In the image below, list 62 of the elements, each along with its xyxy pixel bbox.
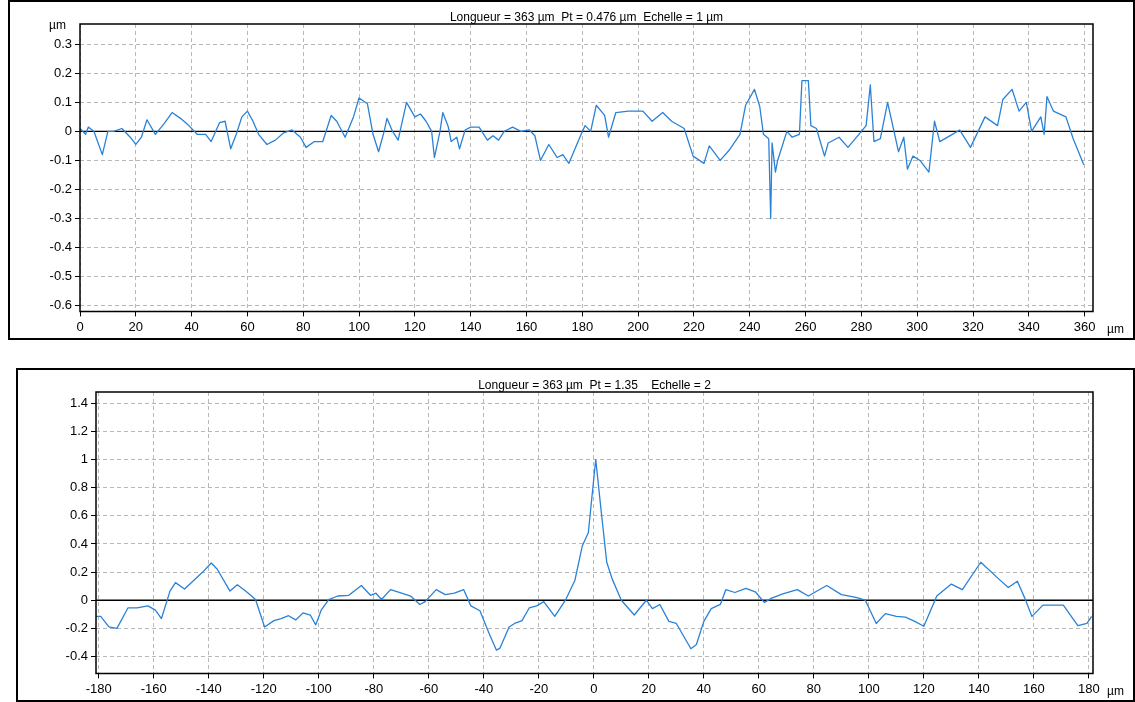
- y-tick-label: 1.4: [69, 394, 88, 410]
- x-tick-label: -140: [195, 680, 222, 696]
- x-tick-label: 60: [240, 318, 255, 334]
- y-tick-label: 0.2: [69, 563, 88, 579]
- x-tick-label: -40: [474, 680, 494, 696]
- x-tick-label: 20: [128, 318, 144, 334]
- x-tick-label: 160: [515, 318, 538, 334]
- y-tick-label: 0.3: [53, 35, 72, 51]
- y-tick-label: 0.1: [53, 93, 72, 109]
- x-tick-label: 80: [296, 318, 311, 334]
- x-tick-label: 140: [459, 318, 482, 334]
- x-tick-label: 140: [968, 680, 990, 696]
- x-tick-label: 300: [906, 318, 929, 334]
- x-tick-label: 320: [962, 318, 984, 334]
- y-tick-label: 1.2: [69, 422, 88, 438]
- x-tick-label: -80: [364, 680, 384, 696]
- x-tick-label: 100: [348, 318, 370, 334]
- y-tick-label: 0.4: [69, 535, 88, 551]
- x-tick-label: 60: [751, 680, 767, 696]
- x-tick-label: -120: [250, 680, 277, 696]
- y-tick-label: -0.4: [49, 239, 72, 255]
- y-tick-label: -0.2: [49, 181, 72, 197]
- x-tick-label: -60: [419, 680, 439, 696]
- y-tick-label: -0.4: [65, 648, 88, 664]
- y-tick-label: 0.2: [53, 64, 72, 80]
- y-tick-label: 1: [80, 451, 88, 467]
- x-tick-label: 180: [571, 318, 594, 334]
- x-tick-label: 100: [858, 680, 880, 696]
- x-tick-label: 80: [806, 680, 822, 696]
- y-tick-label: 0: [80, 591, 88, 607]
- x-tick-label: 120: [913, 680, 935, 696]
- x-tick-label: 280: [850, 318, 873, 334]
- x-tick-label: 0: [590, 680, 598, 696]
- y-tick-label: -0.6: [49, 297, 72, 313]
- x-tick-label: -100: [305, 680, 332, 696]
- x-tick-label: -160: [140, 680, 167, 696]
- x-tick-label: 240: [738, 318, 761, 334]
- chart-title: Longueur = 363 µm Pt = 0.476 µm Echelle = 1 µm: [449, 10, 724, 25]
- y-tick-label: -0.5: [49, 268, 72, 284]
- y-tick-label: 0: [64, 122, 72, 138]
- x-tick-label: 360: [1073, 318, 1096, 334]
- x-tick-label: 260: [794, 318, 817, 334]
- y-tick-label: -0.3: [49, 210, 72, 226]
- x-tick-label: 40: [696, 680, 712, 696]
- y-axis-title: µm: [49, 18, 66, 33]
- x-tick-label: 200: [627, 318, 649, 334]
- x-tick-label: 40: [184, 318, 199, 334]
- y-tick-label: 0.8: [69, 479, 88, 495]
- x-axis-title: µm: [1107, 683, 1124, 698]
- x-tick-label: 20: [641, 680, 657, 696]
- x-tick-label: 160: [1023, 680, 1045, 696]
- chart-title: Longueur = 363 µm Pt = 1.35 Echelle = 2: [478, 378, 712, 393]
- x-tick-label: -180: [85, 680, 112, 696]
- y-tick-label: -0.2: [65, 619, 88, 635]
- x-tick-label: 340: [1017, 318, 1040, 334]
- y-tick-label: 0.6: [69, 507, 88, 523]
- y-tick-label: -0.1: [49, 152, 72, 168]
- x-tick-label: 180: [1078, 680, 1100, 696]
- x-tick-label: 120: [404, 318, 426, 334]
- x-tick-label: 220: [683, 318, 705, 334]
- x-axis-title: µm: [1107, 321, 1124, 336]
- x-tick-label: -20: [529, 680, 549, 696]
